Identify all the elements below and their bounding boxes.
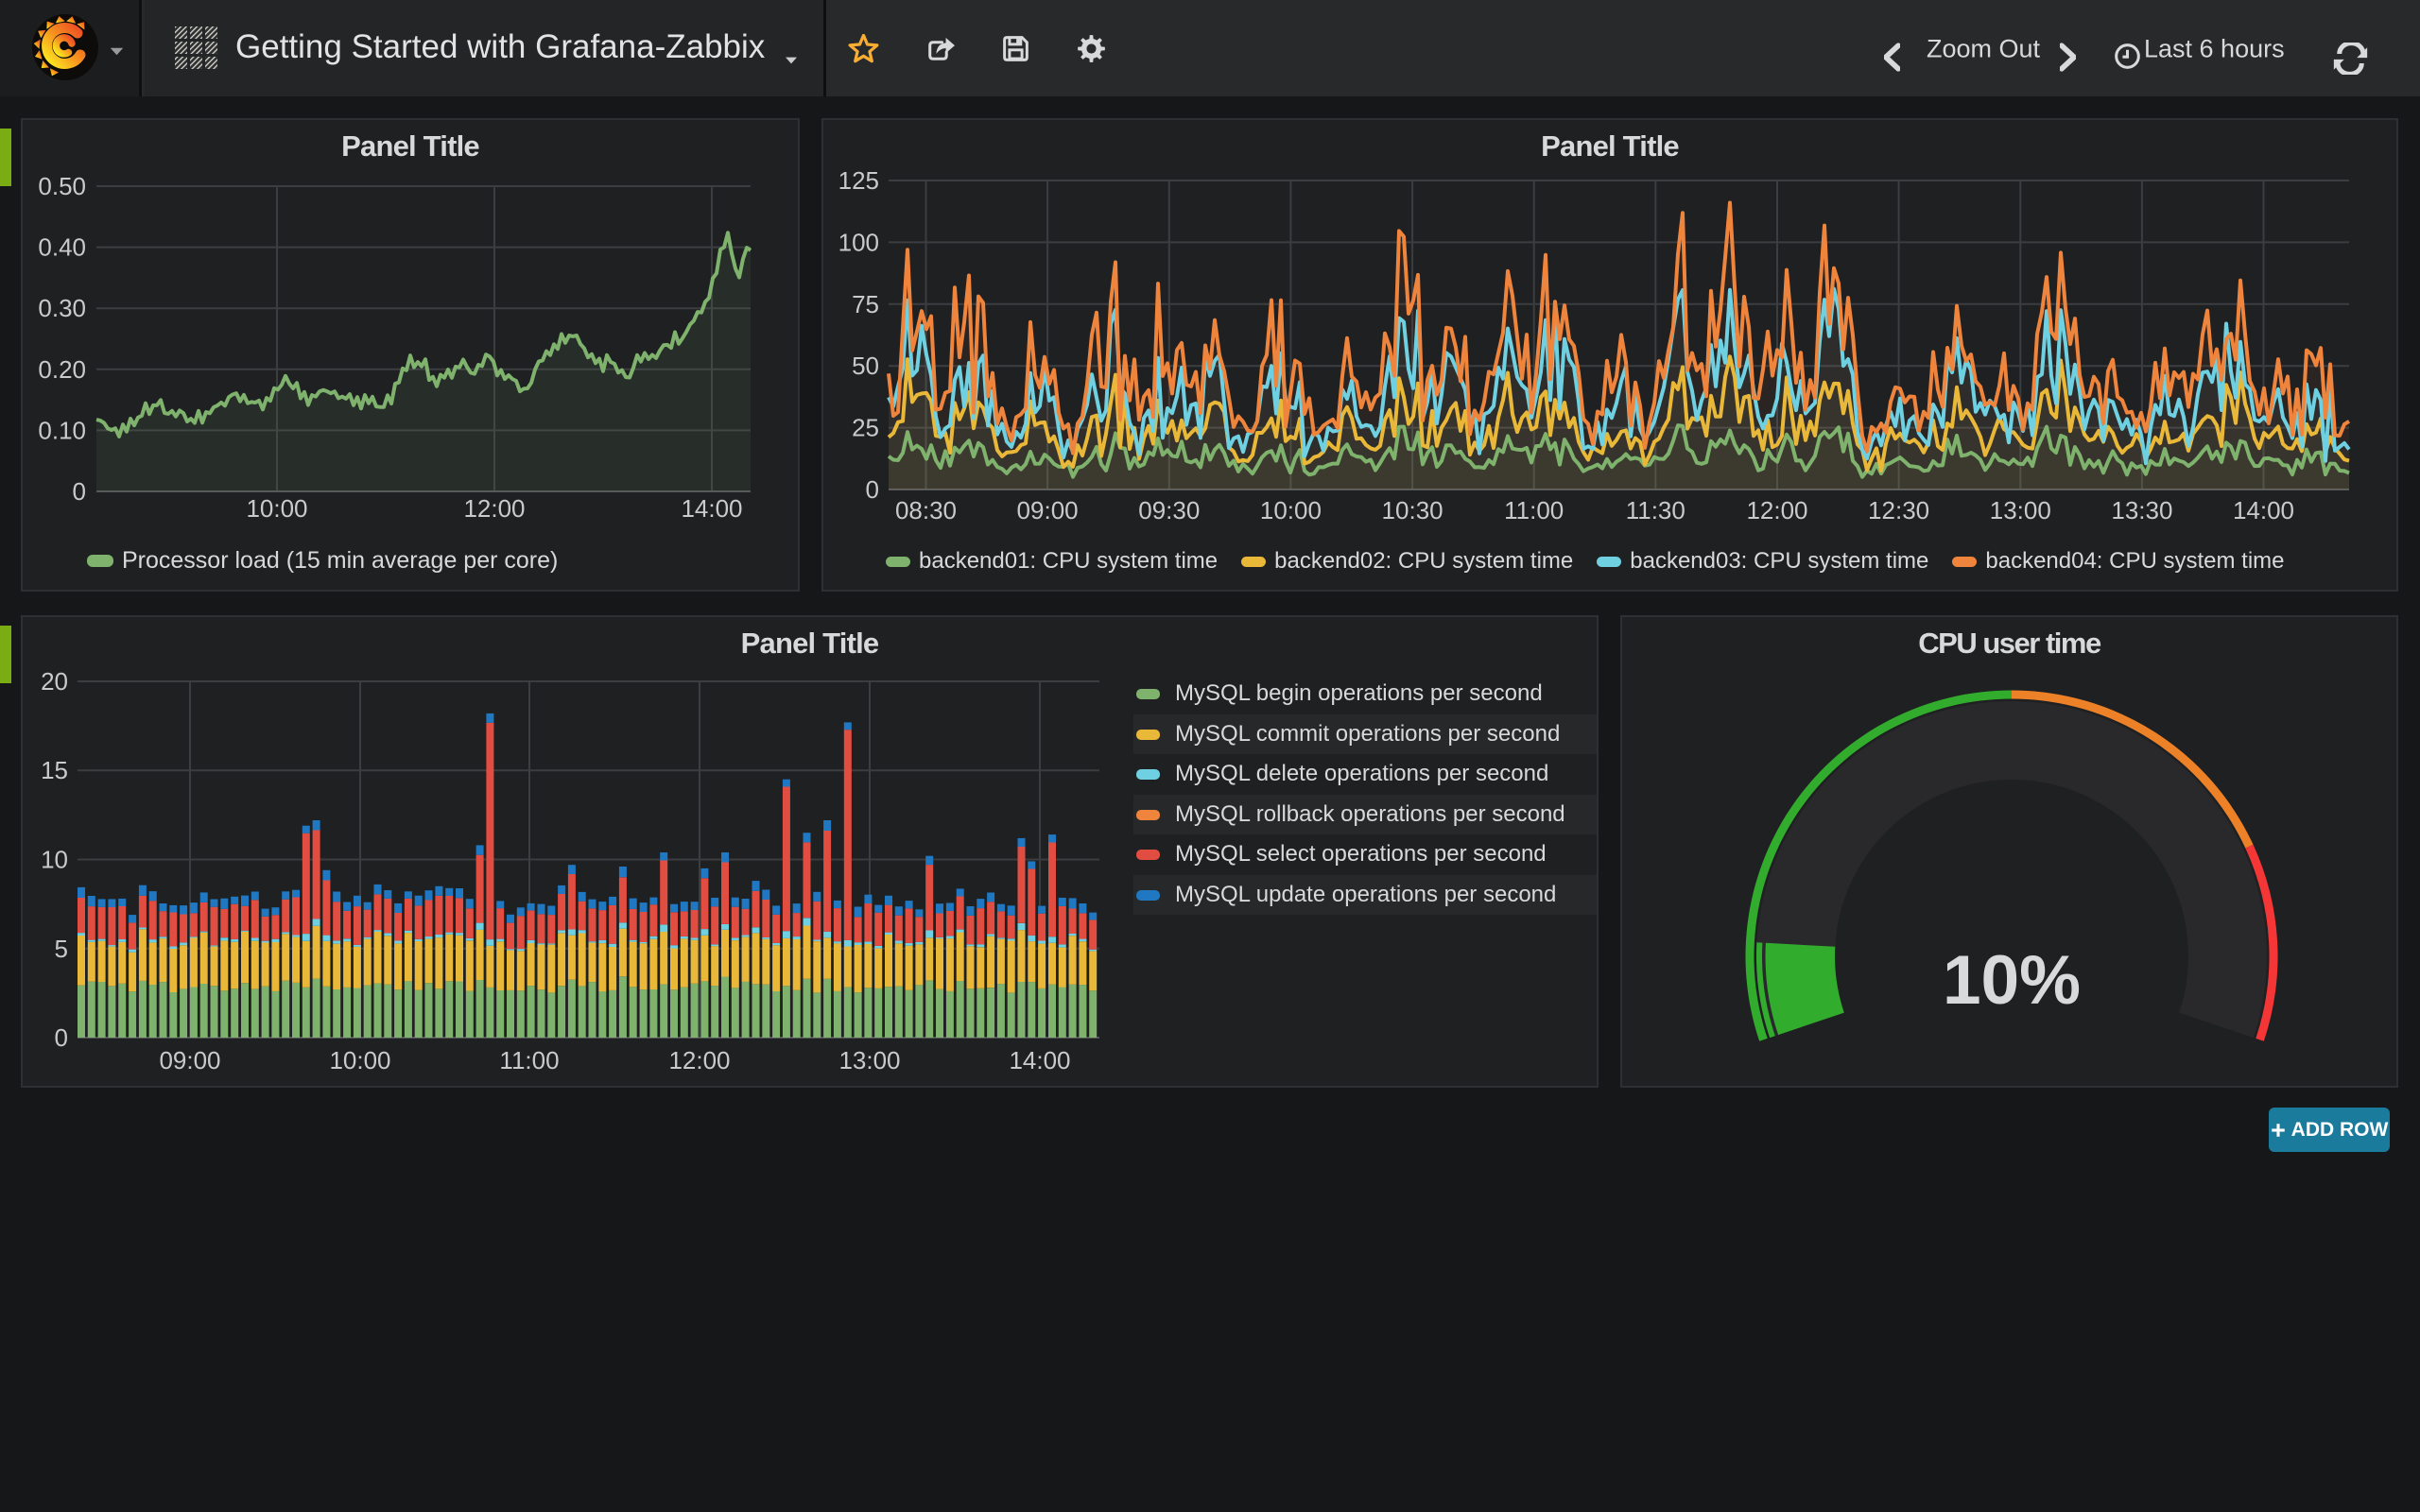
svg-text:0: 0 <box>866 475 879 504</box>
svg-text:15: 15 <box>41 756 68 784</box>
svg-text:0.40: 0.40 <box>38 233 86 262</box>
svg-text:09:00: 09:00 <box>159 1046 220 1074</box>
svg-text:11:00: 11:00 <box>1504 496 1564 524</box>
svg-text:14:00: 14:00 <box>1009 1046 1070 1074</box>
svg-text:75: 75 <box>852 290 879 318</box>
svg-text:20: 20 <box>41 667 68 696</box>
svg-text:25: 25 <box>852 414 879 442</box>
svg-text:10%: 10% <box>1943 942 2081 1019</box>
svg-text:0.20: 0.20 <box>38 355 86 384</box>
svg-text:10:30: 10:30 <box>1382 496 1443 524</box>
svg-text:0: 0 <box>55 1023 68 1052</box>
svg-text:09:00: 09:00 <box>1017 496 1079 524</box>
svg-text:0.10: 0.10 <box>38 416 86 444</box>
svg-text:14:00: 14:00 <box>2233 496 2294 524</box>
svg-text:0: 0 <box>73 477 86 506</box>
svg-text:10:00: 10:00 <box>1260 496 1322 524</box>
svg-text:10:00: 10:00 <box>329 1046 390 1074</box>
svg-text:13:30: 13:30 <box>2111 496 2172 524</box>
svg-text:12:00: 12:00 <box>1746 496 1807 524</box>
svg-text:12:30: 12:30 <box>1868 496 1929 524</box>
svg-text:12:00: 12:00 <box>463 494 525 523</box>
svg-text:11:00: 11:00 <box>499 1046 559 1074</box>
svg-text:5: 5 <box>55 935 68 963</box>
svg-text:09:30: 09:30 <box>1138 496 1200 524</box>
svg-text:100: 100 <box>838 228 879 256</box>
svg-text:10: 10 <box>41 846 68 874</box>
svg-text:14:00: 14:00 <box>681 494 742 523</box>
svg-text:13:00: 13:00 <box>1990 496 2051 524</box>
svg-text:13:00: 13:00 <box>838 1046 900 1074</box>
svg-text:125: 125 <box>838 166 879 195</box>
svg-text:10:00: 10:00 <box>246 494 307 523</box>
svg-text:12:00: 12:00 <box>668 1046 730 1074</box>
svg-text:08:30: 08:30 <box>895 496 957 524</box>
svg-text:11:30: 11:30 <box>1626 496 1685 524</box>
svg-text:50: 50 <box>852 352 879 380</box>
svg-text:0.50: 0.50 <box>38 172 86 200</box>
svg-text:0.30: 0.30 <box>38 294 86 322</box>
